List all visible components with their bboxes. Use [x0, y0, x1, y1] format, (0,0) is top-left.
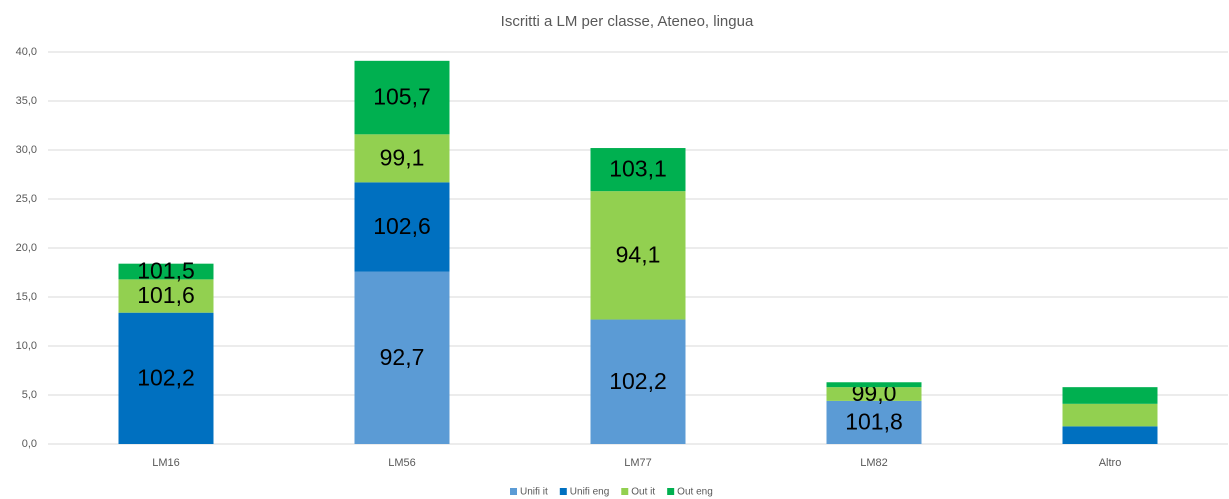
bar-segment — [826, 382, 922, 388]
y-tick-label: 40,0 — [16, 46, 37, 58]
bar-segment — [354, 271, 450, 444]
bar-segment — [590, 319, 686, 444]
y-tick-label: 10,0 — [16, 340, 37, 352]
y-tick-label: 20,0 — [16, 242, 37, 254]
bar-segment — [1062, 387, 1158, 404]
legend-label: Out eng — [677, 487, 713, 498]
x-tick-label: LM56 — [388, 457, 416, 469]
segment-label: 101,8 — [845, 409, 903, 435]
y-tick-label: 25,0 — [16, 193, 37, 205]
x-tick-label: LM16 — [152, 457, 180, 469]
y-tick-label: 30,0 — [16, 144, 37, 156]
y-tick-label: 15,0 — [16, 291, 37, 303]
segment-label: 102,2 — [137, 364, 195, 390]
chart-title: Iscritti a LM per classe, Ateneo, lingua — [501, 13, 754, 30]
bar-segment — [354, 60, 450, 135]
legend-label: Out it — [631, 487, 655, 498]
y-tick-label: 0,0 — [22, 438, 37, 450]
bar-segment — [354, 134, 450, 183]
segment-label: 99,1 — [380, 144, 425, 170]
bar-segment — [118, 263, 214, 280]
bar-segment — [826, 387, 922, 401]
bar-segment — [1062, 426, 1158, 444]
x-tick-label: LM82 — [860, 457, 888, 469]
legend-label: Unifi eng — [570, 487, 609, 498]
legend-swatch — [510, 488, 517, 495]
bar-segment — [118, 279, 214, 313]
legend-swatch — [559, 488, 567, 495]
y-tick-label: 5,0 — [22, 389, 37, 401]
segment-label: 103,1 — [609, 156, 667, 182]
segment-label: 102,2 — [609, 368, 667, 394]
bar-segment — [118, 312, 214, 444]
segment-label: 102,6 — [373, 213, 431, 239]
x-tick-label: Altro — [1099, 457, 1122, 469]
legend-label: Unifi it — [520, 487, 548, 498]
segment-label: 101,5 — [137, 258, 195, 284]
segment-label: 105,7 — [373, 84, 431, 110]
bar-segment — [826, 400, 922, 444]
legend-swatch — [667, 488, 675, 495]
segment-label: 101,6 — [137, 282, 195, 308]
bar-segment — [590, 148, 686, 192]
segment-label: 92,7 — [380, 344, 425, 370]
bar-segment — [1062, 403, 1158, 427]
bar-segment — [354, 182, 450, 272]
y-tick-label: 35,0 — [16, 95, 37, 107]
x-tick-label: LM77 — [624, 457, 652, 469]
legend-swatch — [621, 488, 629, 495]
segment-label: 94,1 — [616, 241, 661, 267]
bar-segment — [590, 191, 686, 320]
